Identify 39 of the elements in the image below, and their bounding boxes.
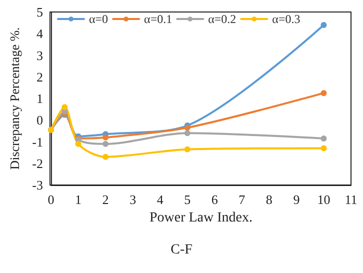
y-tick-label: 0 [36,112,43,128]
x-tick-label: 7 [238,192,246,207]
x-tick-label: 10 [317,192,330,207]
x-axis-title: Power Law Index. [149,210,253,226]
point [102,154,109,160]
x-tick-label: 2 [102,192,109,207]
x-tick-label: 5 [184,192,191,207]
x-tick-label: 1 [75,192,82,207]
y-tick-label: 1 [36,91,43,106]
x-tick-label: 6 [211,192,218,207]
y-tick-label: -3 [32,178,43,192]
y-tick-label: 4 [36,26,44,42]
point [320,22,327,28]
x-tick-label: 0 [48,192,54,207]
legend-label: α=0.2 [208,12,236,26]
point [320,145,327,152]
point [320,90,327,96]
point [102,134,109,140]
point [75,140,82,147]
point [184,130,190,136]
y-tick-label: 2 [36,69,43,84]
point [184,146,190,152]
text: C-F [170,242,193,258]
y-tick-label: 3 [36,48,43,63]
point [62,104,68,110]
x-tick-label: 4 [156,192,164,207]
y-tick-label: -1 [32,134,43,150]
y-axis-title: Discrepancy Percentage %. [7,27,22,170]
x-tick-label: 11 [344,192,358,207]
legend-label: α=0.1 [144,12,172,26]
y-tick-label: -2 [32,156,43,171]
point [320,136,327,142]
x-tick-label: 9 [293,192,300,207]
x-tick-label: 8 [266,192,272,207]
legend-label: α=0.3 [272,12,300,26]
x-tick-label: 3 [130,192,136,207]
legend-label: α=0 [89,12,108,26]
point [102,140,109,147]
y-tick-label: 5 [36,4,43,20]
